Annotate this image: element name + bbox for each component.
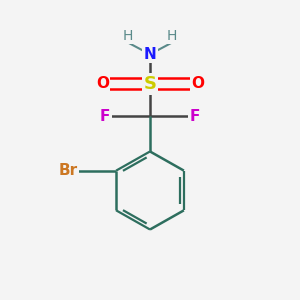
Text: F: F (190, 109, 200, 124)
Text: F: F (100, 109, 110, 124)
Text: Br: Br (59, 163, 78, 178)
Text: N: N (144, 47, 156, 62)
Text: H: H (167, 28, 177, 43)
Text: O: O (96, 76, 109, 91)
Text: S: S (143, 75, 157, 93)
Text: O: O (191, 76, 204, 91)
Text: H: H (123, 28, 133, 43)
